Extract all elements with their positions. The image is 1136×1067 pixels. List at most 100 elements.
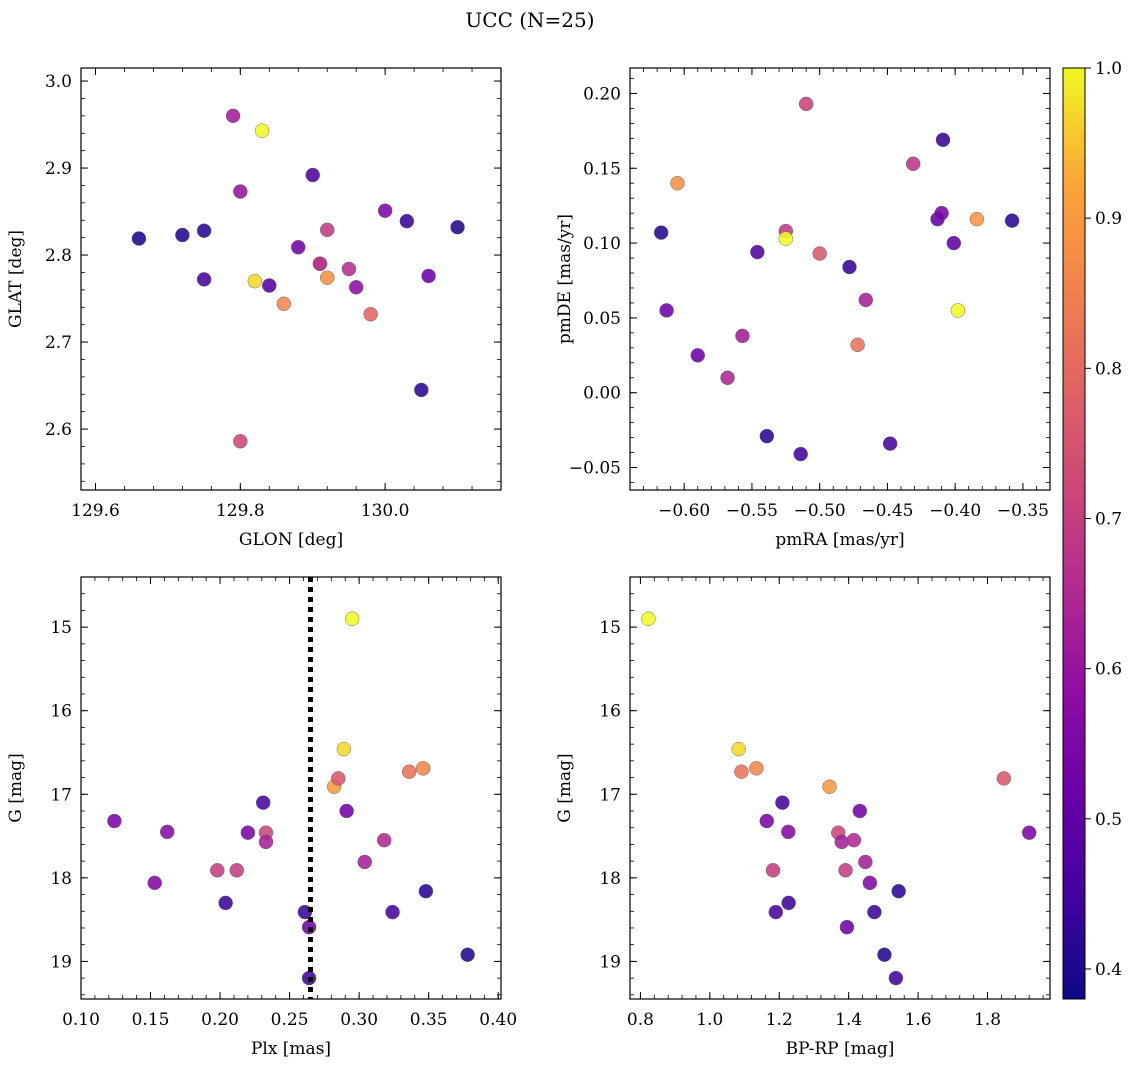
data-point (196, 223, 212, 238)
data-point (320, 222, 335, 238)
y-tick-label: 15 (50, 618, 72, 638)
data-point (775, 795, 790, 810)
y-tick-label: 2.7 (45, 333, 72, 353)
data-point (258, 834, 274, 850)
colorbar-tick-label: 0.8 (1095, 359, 1122, 379)
data-point (759, 813, 774, 829)
colorbar-tick-label: 0.9 (1095, 209, 1122, 229)
data-point (877, 947, 892, 962)
data-point (834, 834, 849, 850)
data-point (735, 328, 750, 344)
data-point (376, 833, 392, 848)
y-tick-label: 15 (599, 618, 621, 638)
colorbar: 0.4 0.5 0.6 0.7 0.8 0.9 1.0 (1062, 59, 1122, 1000)
data-point (377, 203, 393, 218)
data-point (798, 96, 814, 112)
x-tick-label: 0.20 (201, 1010, 239, 1030)
data-point (867, 904, 882, 920)
y-axis-label: GLAT [deg] (6, 230, 26, 328)
data-point (255, 795, 271, 810)
x-tick-label: 130.0 (361, 501, 410, 521)
x-tick-label: 1.0 (696, 1010, 723, 1030)
y-tick-label: 2.8 (45, 246, 72, 266)
data-point (850, 337, 865, 353)
scatter-panel-3: 0.10 0.15 0.20 0.25 0.30 0.35 0.40 15 16 17 18 19 Pl… (6, 576, 517, 1059)
data-point (750, 244, 765, 260)
y-tick-label: 16 (599, 702, 621, 722)
x-tick-label: 1.4 (835, 1010, 862, 1030)
data-point (450, 220, 465, 235)
data-point (418, 884, 434, 899)
scatter-panel-4: 0.8 1.0 1.2 1.4 1.6 1.8 15 16 17 18 19 BP-RP [mag] G… (555, 576, 1051, 1059)
y-axis-label: G [mag] (555, 753, 575, 822)
data-point (888, 970, 904, 986)
axes-frame (629, 67, 1051, 491)
data-point (210, 863, 225, 878)
data-point (415, 761, 431, 776)
axes-frame (80, 576, 502, 1000)
data-point (331, 771, 346, 786)
y-tick-label: 17 (599, 785, 621, 805)
x-tick-label: 0.10 (62, 1010, 100, 1030)
data-point (147, 875, 162, 891)
data-point (357, 854, 372, 870)
data-point (846, 833, 862, 848)
data-point (905, 156, 921, 171)
y-axis-label: pmDE [mas/yr] (555, 214, 575, 344)
data-point (336, 741, 352, 757)
y-tick-label: 18 (599, 869, 621, 889)
scatter-panel-2: −0.60 −0.55 −0.50 −0.45 −0.40 −0.35 −0.05 0.00 0… (555, 67, 1051, 550)
data-point (229, 863, 244, 878)
data-point (781, 824, 796, 840)
colorbar-tick-label: 0.5 (1095, 810, 1122, 830)
data-point (276, 296, 291, 311)
data-point (882, 436, 898, 451)
data-point (247, 273, 262, 289)
y-tick-label: 17 (50, 785, 72, 805)
axes-frame (629, 576, 1051, 1000)
data-point (233, 184, 248, 199)
data-point (781, 895, 796, 911)
y-tick-label: 0.20 (583, 84, 621, 104)
data-point (414, 382, 429, 398)
data-point (793, 446, 808, 462)
data-point (734, 764, 749, 779)
data-point (934, 205, 949, 221)
data-point (778, 231, 794, 246)
data-point (950, 303, 966, 318)
data-point (399, 213, 415, 229)
colorbar-tick-label: 0.6 (1095, 660, 1122, 680)
y-tick-label: −0.05 (569, 459, 621, 479)
x-tick-label: −0.60 (658, 501, 710, 521)
data-point (720, 370, 735, 385)
data-point (218, 895, 233, 911)
axes-frame (80, 67, 502, 491)
data-point (344, 611, 360, 626)
data-point (233, 434, 248, 449)
y-axis-label: G [mag] (6, 753, 26, 822)
data-point (262, 278, 277, 293)
data-point (305, 167, 320, 183)
colorbar-tick-label: 1.0 (1095, 59, 1122, 79)
data-point (641, 611, 656, 626)
data-point (240, 825, 256, 840)
data-point (131, 231, 147, 246)
x-tick-label: 0.30 (340, 1010, 378, 1030)
data-point (402, 764, 417, 779)
data-point (320, 270, 335, 285)
data-point (946, 235, 962, 251)
x-tick-label: −0.45 (861, 501, 913, 521)
colorbar-gradient (1062, 67, 1086, 1000)
x-axis-label: pmRA [mas/yr] (775, 530, 904, 550)
data-point (348, 280, 364, 295)
data-point (891, 884, 906, 899)
data-point (659, 303, 674, 318)
data-point (254, 123, 270, 138)
data-point (196, 272, 212, 287)
x-tick-label: 1.2 (766, 1010, 793, 1030)
x-axis-label: BP-RP [mag] (786, 1039, 895, 1059)
x-tick-label: −0.35 (997, 501, 1049, 521)
x-axis-label: Plx [mas] (251, 1039, 331, 1059)
scatter-panel-1: 129.6 129.8 130.0 2.6 2.7 2.8 2.9 3.0 GLON [deg]… (6, 67, 502, 550)
